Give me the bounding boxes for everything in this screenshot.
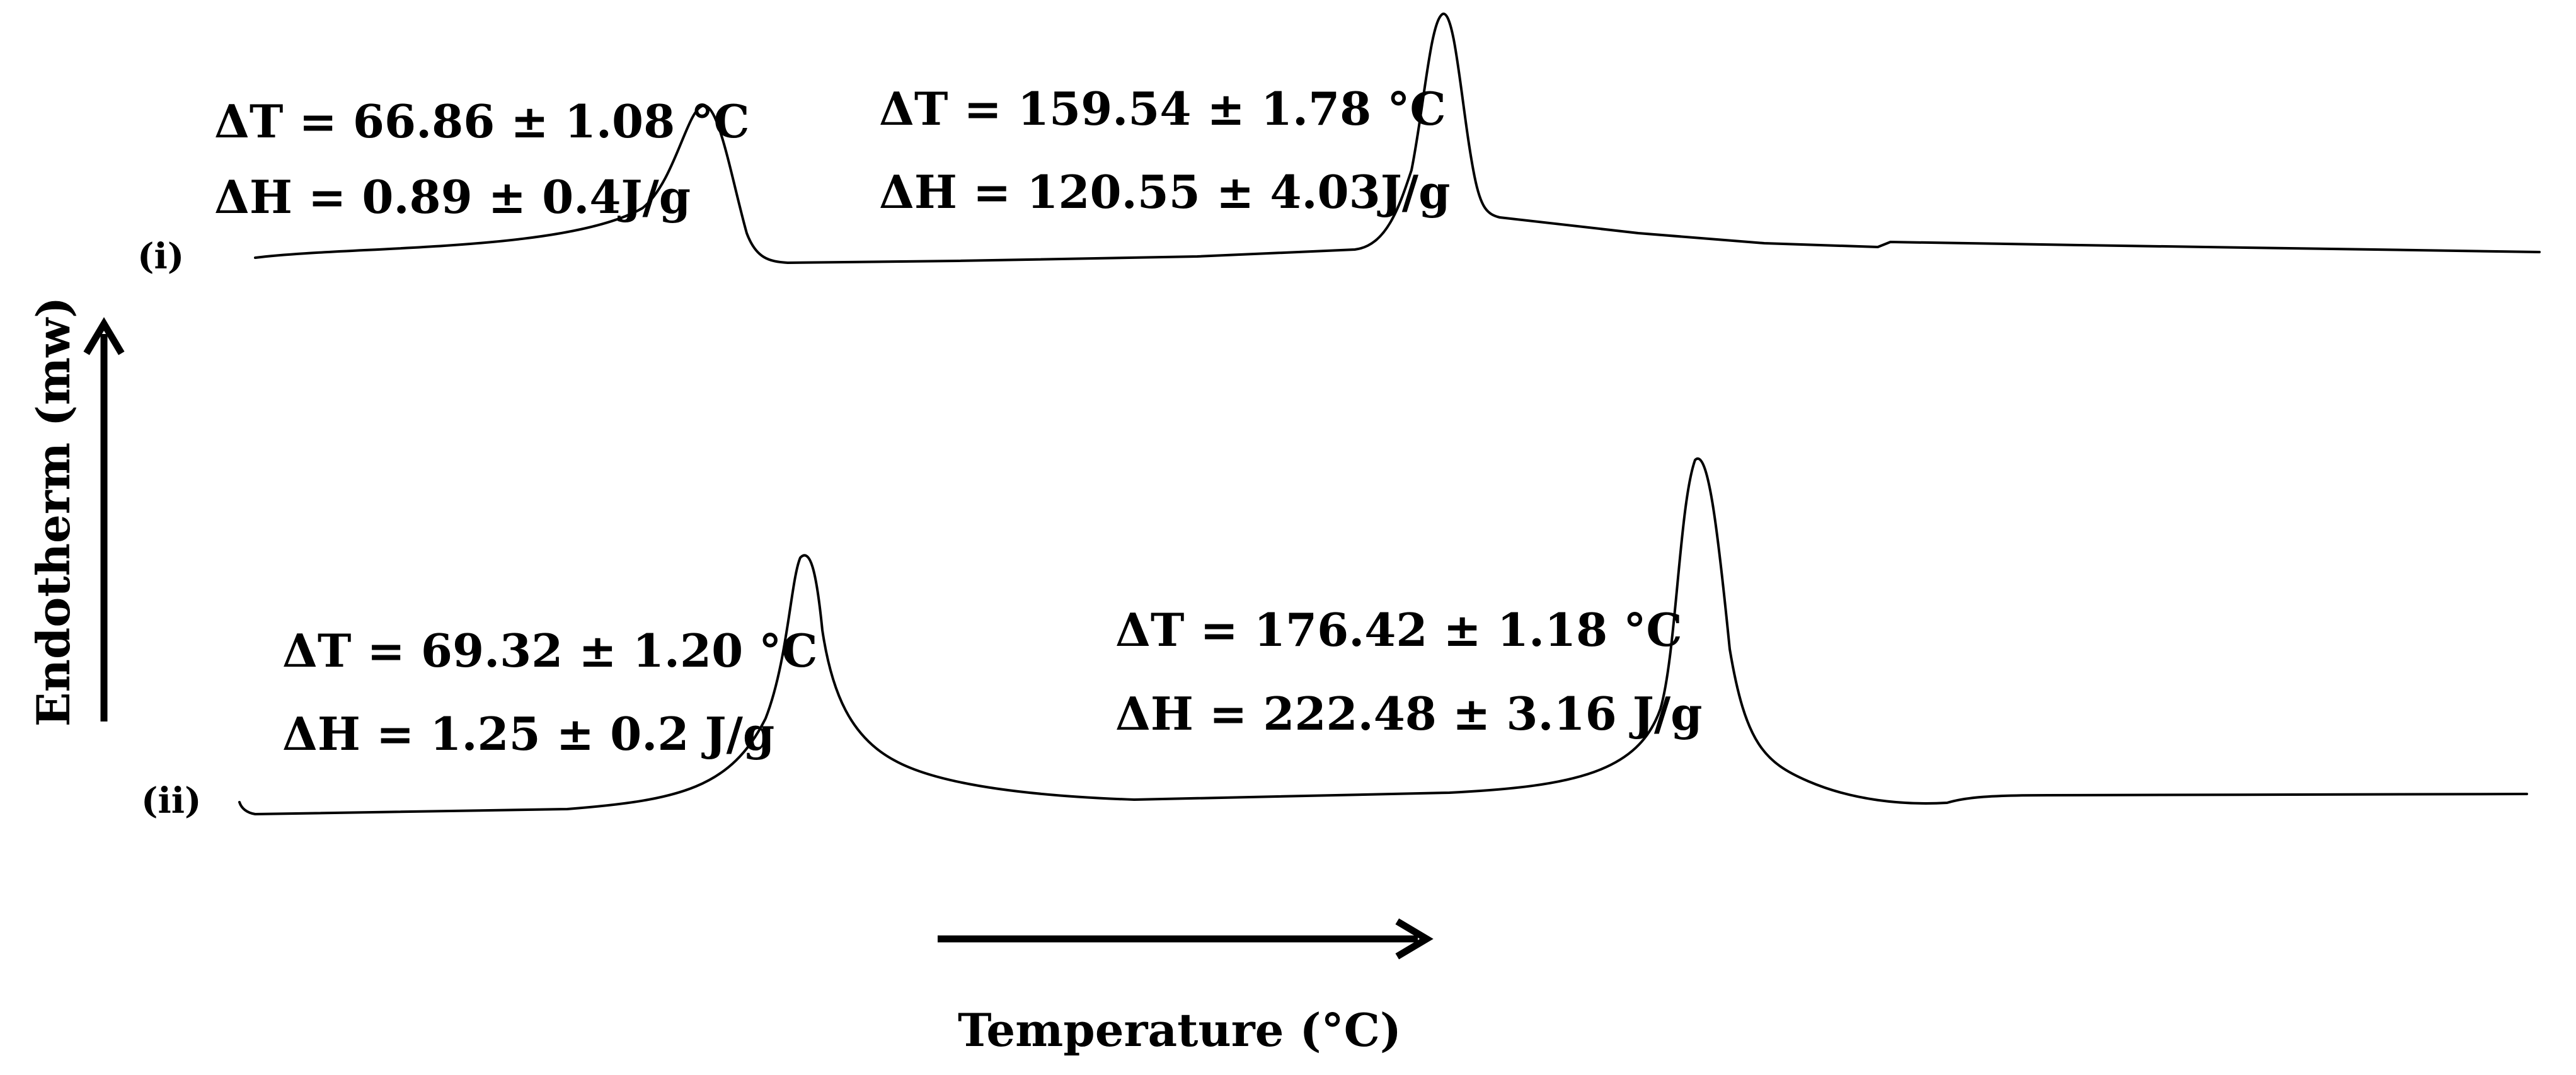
y-axis-label: Endotherm (mw) [26,297,80,727]
curve-i-peak-2-dt: ΔT = 159.54 ± 1.78 °C [879,82,1446,135]
curve-ii-peak-1-dt: ΔT = 69.32 ± 1.20 °C [282,624,818,677]
curve-ii-label: (ii) [141,780,202,822]
curve-i-label: (i) [137,236,184,277]
x-axis-arrow [938,918,1434,960]
x-axis-label: Temperature (°C) [958,1003,1401,1057]
curve-i-trace [254,13,2541,264]
curve-ii-peak-2-dt: ΔT = 176.42 ± 1.18 °C [1115,603,1682,657]
curve-ii-peak-2-dh: ΔH = 222.48 ± 3.16 J/g [1115,687,1703,740]
curve-ii-trace [238,457,2528,815]
curve-i-peak-2-dh: ΔH = 120.55 ± 4.03J/g [879,165,1450,219]
curve-i-peak-1-dt: ΔT = 66.86 ± 1.08 °C [214,95,750,148]
y-axis-arrow [83,317,125,721]
curve-ii-peak-1-dh: ΔH = 1.25 ± 0.2 J/g [282,707,774,761]
curve-i-peak-1-dh: ΔH = 0.89 ± 0.4J/g [214,170,691,224]
